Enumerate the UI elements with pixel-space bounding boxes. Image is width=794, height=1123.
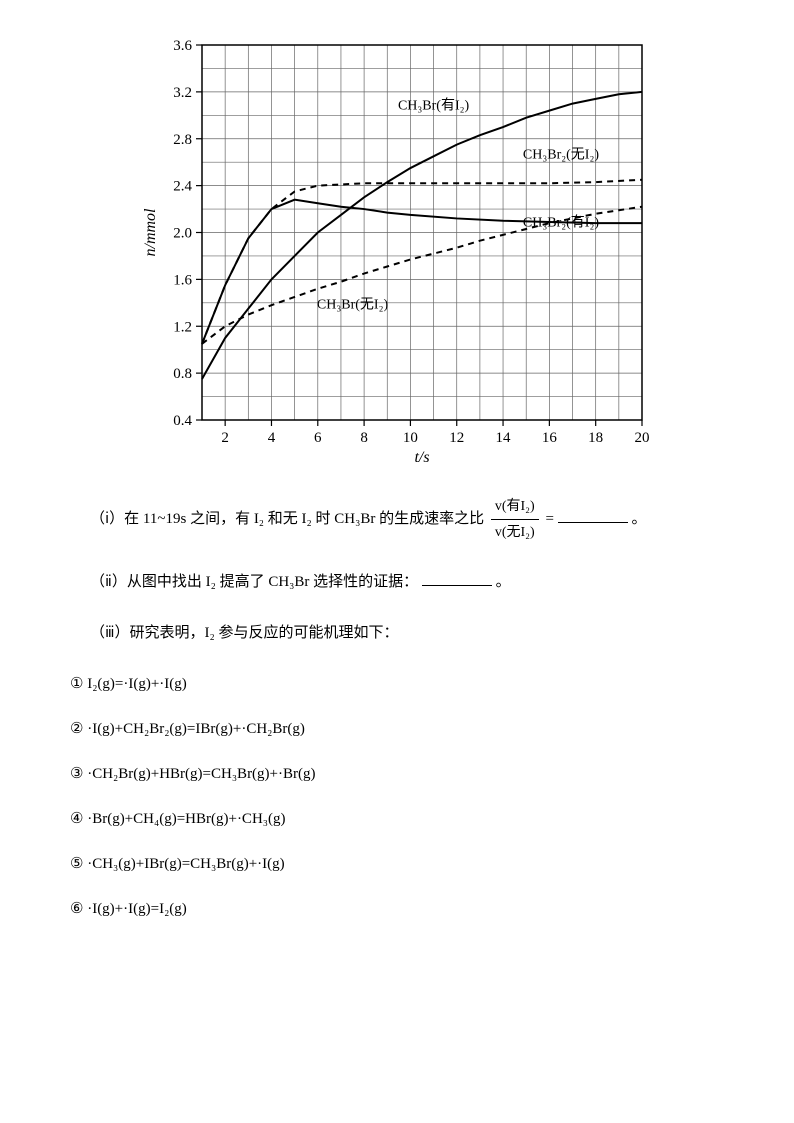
q1-prefix: （ⅰ）在 11~19s 之间，有 I₂ 和无 I₂ 时 CH₃Br 的生成速率之… [90, 511, 484, 527]
chart: 2 4 6 8 10 12 14 16 18 20 0.4 0.8 1.2 1.6 2.0 2.4 2.8 3.2… [137, 30, 657, 470]
q1-blank [558, 507, 628, 524]
reaction-6: ⑥ ·I(g)+·I(g)=I₂(g) [60, 896, 734, 923]
svg-text:CH₃Br₂(无I₂): CH₃Br₂(无I₂) [523, 148, 599, 163]
svg-text:CH₃Br(无I₂): CH₃Br(无I₂) [317, 298, 389, 313]
svg-text:2.8: 2.8 [173, 132, 192, 148]
svg-text:1.2: 1.2 [173, 319, 192, 335]
q2-period: 。 [496, 574, 511, 590]
reaction-2: ② ·I(g)+CH₂Br₂(g)=IBr(g)+·CH₂Br(g) [60, 716, 734, 743]
q1-period: 。 [631, 511, 646, 527]
svg-text:4: 4 [268, 430, 276, 446]
q2-blank [422, 570, 492, 587]
reaction-4: ④ ·Br(g)+CH₄(g)=HBr(g)+·CH₃(g) [60, 806, 734, 833]
svg-text:3.6: 3.6 [173, 38, 192, 54]
svg-text:t/s: t/s [414, 449, 429, 466]
reaction-3: ③ ·CH₂Br(g)+HBr(g)=CH₃Br(g)+·Br(g) [60, 761, 734, 788]
svg-text:18: 18 [588, 430, 603, 446]
svg-text:0.8: 0.8 [173, 366, 192, 382]
svg-text:10: 10 [403, 430, 418, 446]
svg-text:0.4: 0.4 [173, 413, 192, 429]
svg-text:CH₃Br₂(有I₂): CH₃Br₂(有I₂) [523, 215, 599, 231]
svg-text:16: 16 [542, 430, 558, 446]
reaction-5: ⑤ ·CH₃(g)+IBr(g)=CH₃Br(g)+·I(g) [60, 851, 734, 878]
svg-text:CH₃Br(有I₂): CH₃Br(有I₂) [398, 97, 470, 113]
svg-text:20: 20 [635, 430, 650, 446]
q1-equals: = [545, 511, 553, 527]
question-2: （ⅱ）从图中找出 I₂ 提高了 CH₃Br 选择性的证据： 。 [60, 569, 734, 596]
svg-text:8: 8 [360, 430, 368, 446]
q1-fraction: v(有I₂) v(无I₂) [491, 494, 539, 545]
svg-text:2.4: 2.4 [173, 179, 192, 195]
q3-text: （ⅲ）研究表明，I₂ 参与反应的可能机理如下： [90, 625, 399, 641]
question-3: （ⅲ）研究表明，I₂ 参与反应的可能机理如下： [60, 620, 734, 647]
svg-text:2.0: 2.0 [173, 226, 192, 242]
svg-text:2: 2 [221, 430, 229, 446]
svg-text:14: 14 [496, 430, 512, 446]
q2-text: （ⅱ）从图中找出 I₂ 提高了 CH₃Br 选择性的证据： [90, 574, 418, 590]
svg-text:6: 6 [314, 430, 322, 446]
svg-text:3.2: 3.2 [173, 85, 192, 101]
q1-numerator: v(有I₂) [491, 494, 539, 520]
reaction-1: ① I₂(g)=·I(g)+·I(g) [60, 671, 734, 698]
svg-text:n/mmol: n/mmol [142, 208, 159, 257]
svg-text:1.6: 1.6 [173, 272, 192, 288]
question-1: （ⅰ）在 11~19s 之间，有 I₂ 和无 I₂ 时 CH₃Br 的生成速率之… [60, 494, 734, 545]
svg-text:12: 12 [449, 430, 464, 446]
q1-denominator: v(无I₂) [491, 520, 539, 545]
